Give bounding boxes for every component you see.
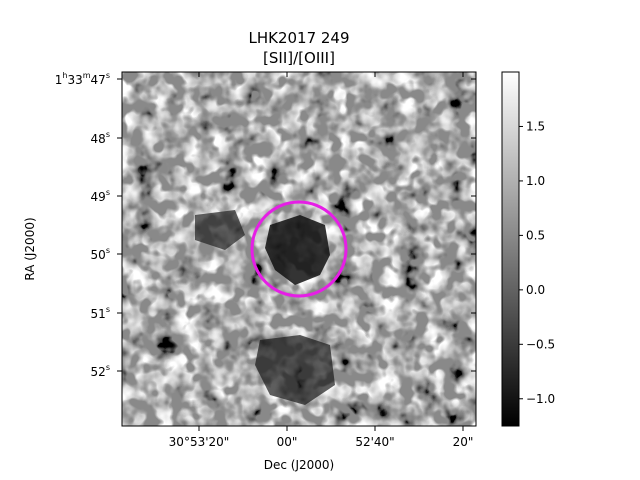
colorbar: −1.0 −0.5 0.0 0.5 1.0 1.5 bbox=[501, 71, 555, 427]
svg-text:51s: 51s bbox=[91, 305, 110, 321]
colorbar-ticks: −1.0 −0.5 0.0 0.5 1.0 1.5 bbox=[519, 119, 555, 406]
svg-text:52'40": 52'40" bbox=[355, 435, 394, 449]
colorbar-tick: 1.5 bbox=[519, 119, 545, 133]
colorbar-tick-label: 0.0 bbox=[526, 283, 545, 297]
x-tick-label: 30°53'20" bbox=[169, 72, 230, 449]
svg-text:52s: 52s bbox=[91, 363, 110, 379]
x-tick-label: 52'40" bbox=[355, 72, 395, 449]
svg-text:30°53'20": 30°53'20" bbox=[169, 435, 230, 449]
colorbar-tick: −0.5 bbox=[519, 337, 555, 351]
colorbar-tick-label: 0.5 bbox=[526, 228, 545, 242]
chart-subtitle: [SII]/[OIII] bbox=[263, 49, 335, 67]
y-tick-label: 1h33m47s bbox=[55, 71, 476, 87]
svg-text:49s: 49s bbox=[91, 188, 110, 204]
x-axis: 30°53'20" 00" 52'40" 20" bbox=[169, 72, 474, 449]
chart-title: LHK2017 249 bbox=[248, 29, 349, 47]
svg-text:1h33m47s: 1h33m47s bbox=[55, 71, 110, 87]
heatmap-image bbox=[122, 72, 476, 426]
y-tick-label: 50s bbox=[91, 246, 476, 262]
colorbar-tick: 0.5 bbox=[519, 228, 545, 242]
aperture-circle bbox=[250, 200, 348, 298]
colorbar-tick: 0.0 bbox=[519, 283, 545, 297]
svg-text:48s: 48s bbox=[91, 130, 110, 146]
y-axis-label: RA (J2000) bbox=[23, 217, 37, 280]
colorbar-tick-label: −1.0 bbox=[526, 392, 555, 406]
y-tick-label: 52s bbox=[91, 363, 476, 379]
x-tick-label: 00" bbox=[277, 72, 298, 449]
colorbar-tick-label: 1.5 bbox=[526, 119, 545, 133]
axes-frame bbox=[121, 71, 477, 427]
y-tick-label: 49s bbox=[91, 188, 476, 204]
colorbar-tick-label: 1.0 bbox=[526, 174, 545, 188]
colorbar-gradient bbox=[501, 71, 520, 427]
colorbar-tick: −1.0 bbox=[519, 392, 555, 406]
x-axis-label: Dec (J2000) bbox=[264, 458, 334, 472]
colorbar-tick: 1.0 bbox=[519, 174, 545, 188]
x-tick-label: 20" bbox=[453, 72, 474, 449]
svg-text:20": 20" bbox=[453, 435, 474, 449]
svg-text:50s: 50s bbox=[91, 246, 110, 262]
colorbar-tick-label: −0.5 bbox=[526, 337, 555, 351]
y-tick-label: 48s bbox=[91, 130, 476, 146]
y-axis: 1h33m47s 48s 49s 50s 51s 52s bbox=[55, 71, 476, 379]
y-tick-label: 51s bbox=[91, 305, 476, 321]
svg-text:00": 00" bbox=[277, 435, 298, 449]
